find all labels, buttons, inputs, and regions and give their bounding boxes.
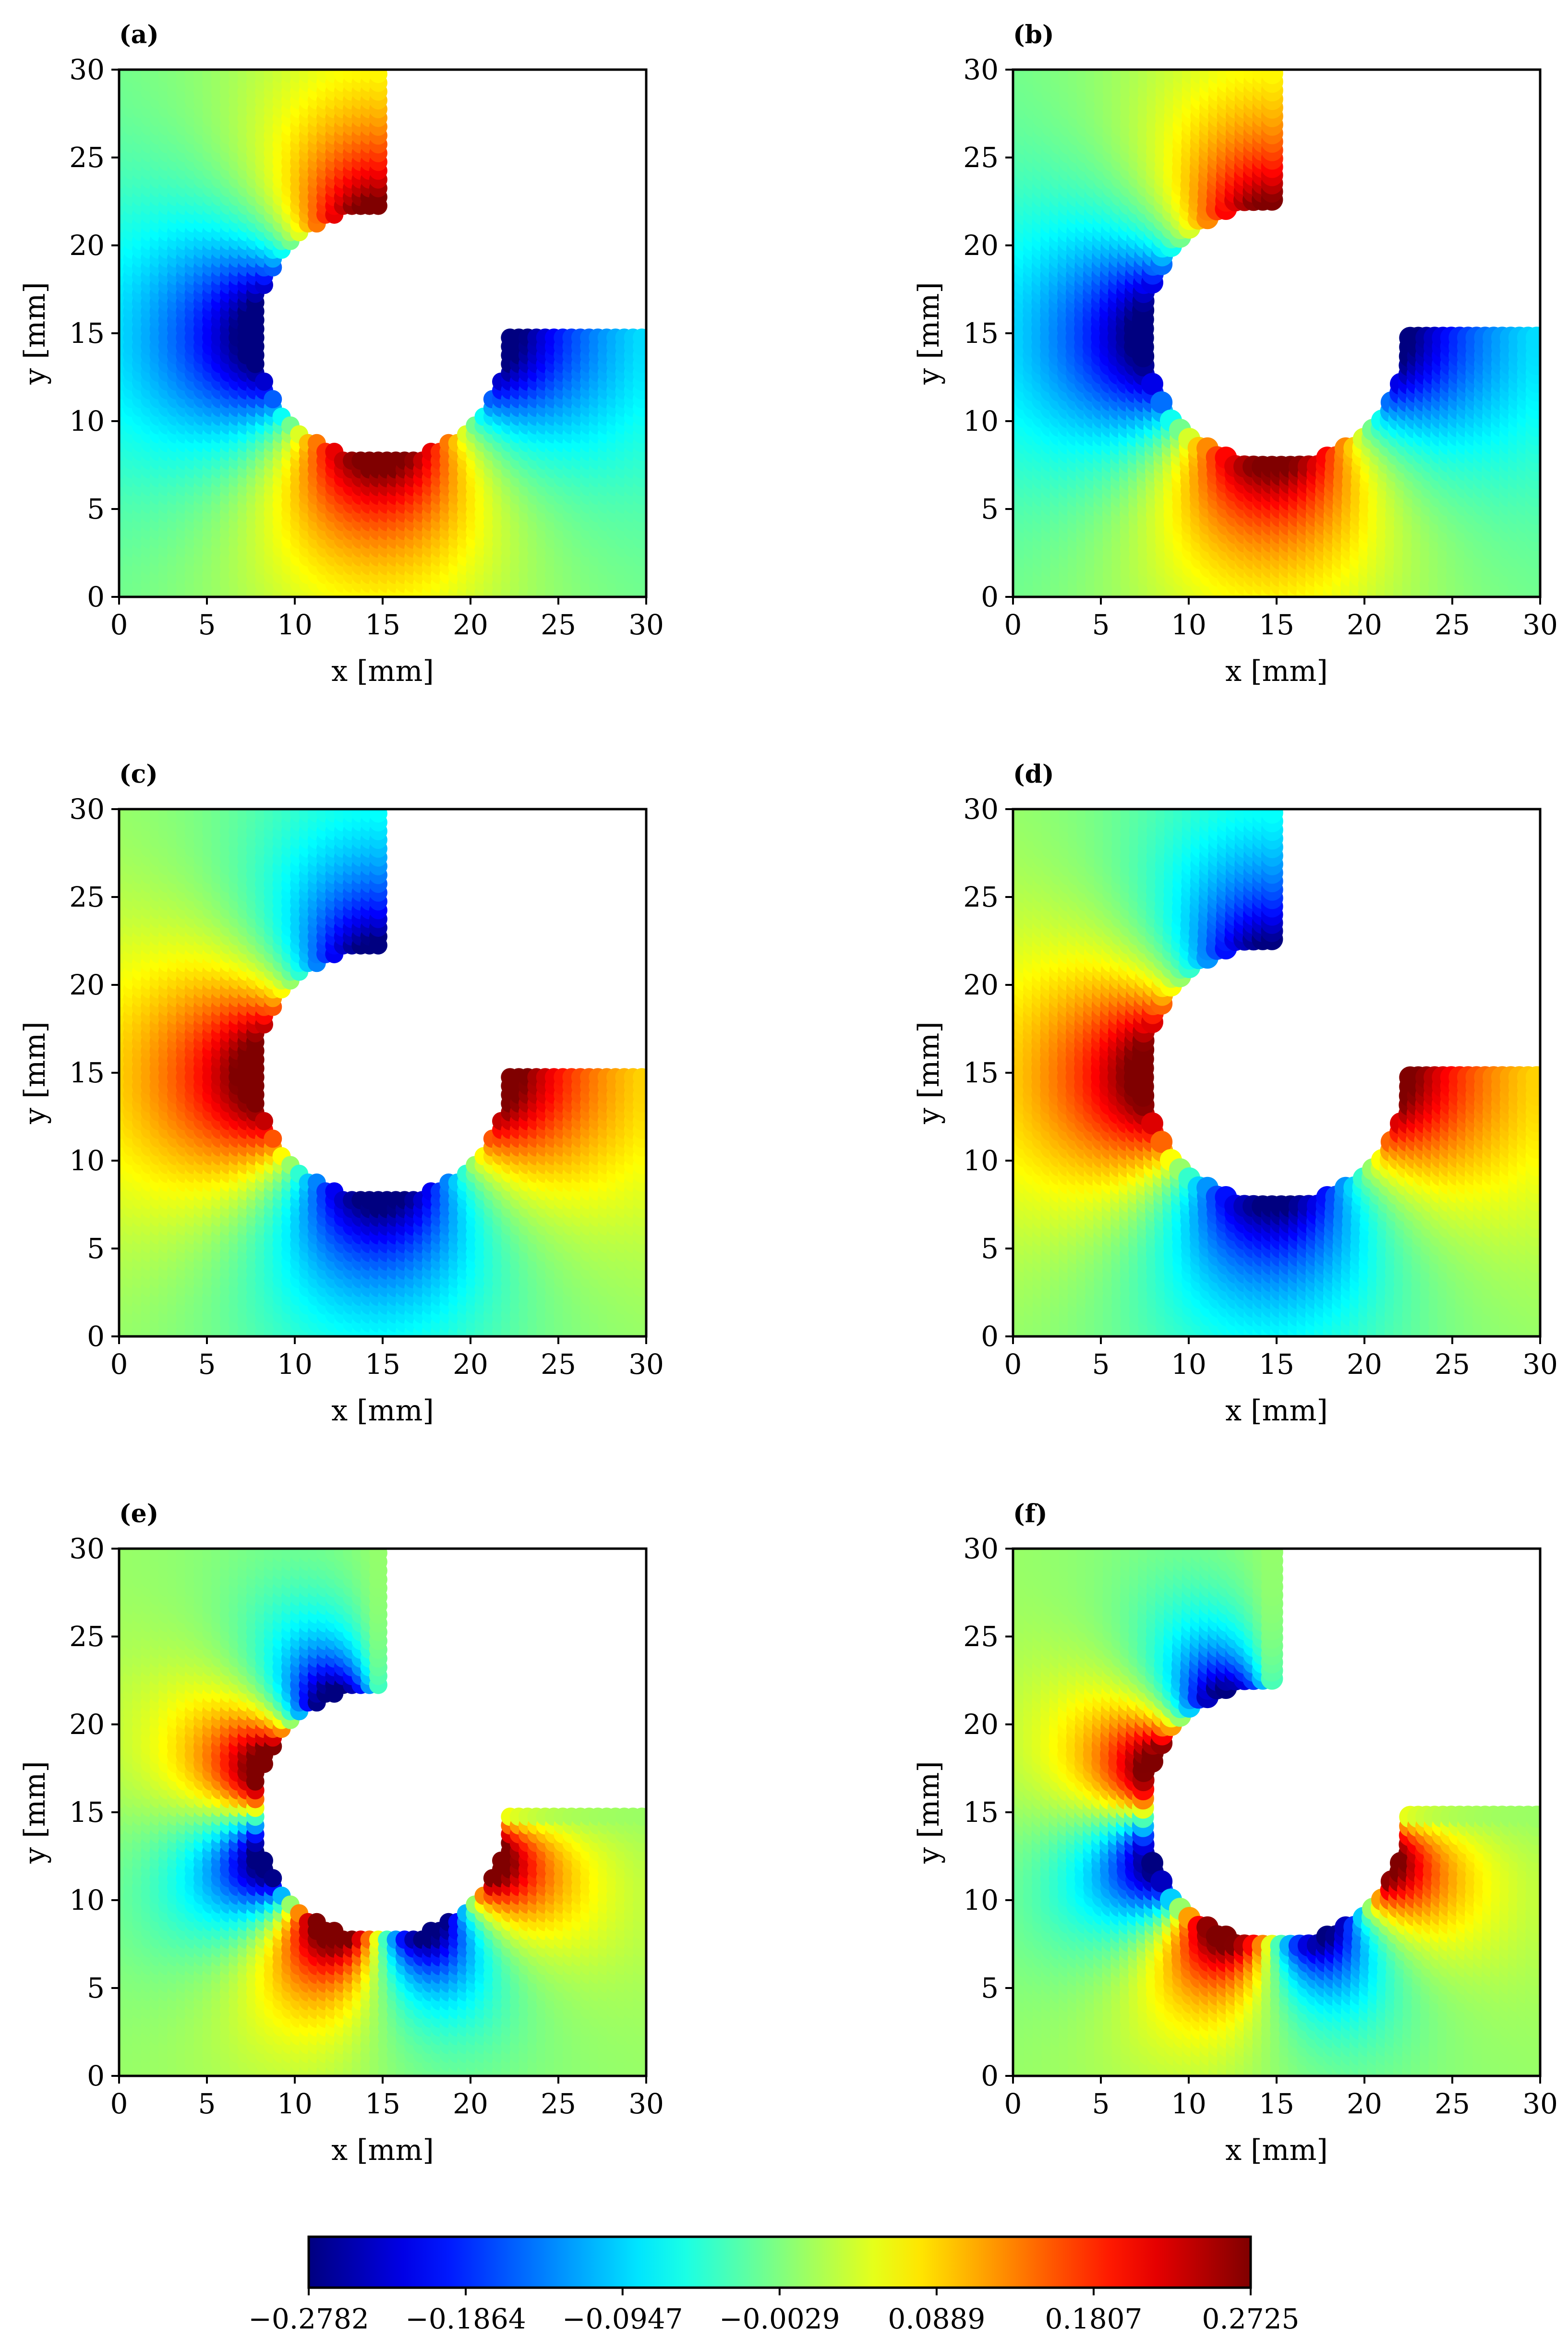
x-axis-label: x [mm] bbox=[1225, 655, 1328, 688]
x-tick-label: 30 bbox=[1522, 608, 1558, 641]
x-tick-label: 5 bbox=[198, 608, 216, 641]
node-point bbox=[1261, 70, 1283, 85]
scatter-points bbox=[119, 809, 646, 1336]
x-tick-label: 0 bbox=[110, 608, 128, 641]
scatter-points bbox=[119, 70, 646, 597]
x-axis: 0 5 10 15 20 25 30 x [mm] bbox=[1004, 597, 1558, 688]
x-tick-label: 15 bbox=[1259, 608, 1294, 641]
scatter-points bbox=[1013, 70, 1540, 597]
y-tick-label: 5 bbox=[87, 493, 105, 525]
y-tick-label: 15 bbox=[963, 317, 999, 350]
y-tick-label: 0 bbox=[981, 581, 999, 613]
y-tick-label: 30 bbox=[963, 53, 999, 86]
y-tick-label: 15 bbox=[69, 317, 105, 350]
y-tick-label: 5 bbox=[981, 493, 999, 525]
node-point bbox=[255, 372, 273, 391]
y-tick-label: 0 bbox=[87, 581, 105, 613]
panel-label: (c) bbox=[119, 760, 158, 789]
panel-label: (b) bbox=[1013, 20, 1054, 49]
y-tick-label: 30 bbox=[69, 53, 105, 86]
y-tick-label: 10 bbox=[963, 405, 999, 437]
x-tick-label: 5 bbox=[1092, 608, 1110, 641]
panel-a: (a) 0 5 10 15 20 25 30 x [mm] 0 5 10 15 20 25 30 y [mm] bbox=[18, 20, 664, 688]
x-tick-label: 10 bbox=[1171, 608, 1206, 641]
y-axis-label: y [mm] bbox=[912, 282, 946, 385]
x-tick-label: 0 bbox=[1004, 608, 1022, 641]
y-axis: 0 5 10 15 20 25 30 y [mm] bbox=[18, 53, 119, 613]
node-point bbox=[1150, 391, 1173, 413]
node-point bbox=[369, 70, 387, 84]
x-tick-label: 20 bbox=[1347, 608, 1382, 641]
y-axis: 0 5 10 15 20 25 30 y [mm] bbox=[912, 53, 1013, 613]
y-tick-label: 20 bbox=[963, 229, 999, 262]
panel-label: (a) bbox=[119, 20, 159, 49]
x-tick-label: 20 bbox=[453, 608, 488, 641]
y-tick-label: 25 bbox=[963, 141, 999, 174]
node-point bbox=[632, 328, 646, 347]
x-tick-label: 25 bbox=[541, 608, 576, 641]
x-axis: 0 5 10 15 20 25 30 x [mm] bbox=[110, 597, 664, 688]
y-tick-label: 20 bbox=[69, 229, 105, 262]
x-tick-label: 15 bbox=[365, 608, 400, 641]
y-tick-label: 25 bbox=[69, 141, 105, 174]
node-point bbox=[1525, 327, 1540, 349]
x-axis-label: x [mm] bbox=[331, 655, 434, 688]
node-point bbox=[1141, 373, 1163, 395]
x-tick-label: 25 bbox=[1435, 608, 1470, 641]
y-tick-label: 10 bbox=[69, 405, 105, 437]
panel-b: (b) 0 5 10 15 20 25 30 x [mm] 0 5 10 15 20 25 30 y [mm] bbox=[912, 20, 1558, 688]
x-tick-label: 30 bbox=[628, 608, 664, 641]
y-axis-label: y [mm] bbox=[18, 282, 52, 385]
x-tick-label: 10 bbox=[277, 608, 313, 641]
node-point bbox=[264, 390, 282, 409]
